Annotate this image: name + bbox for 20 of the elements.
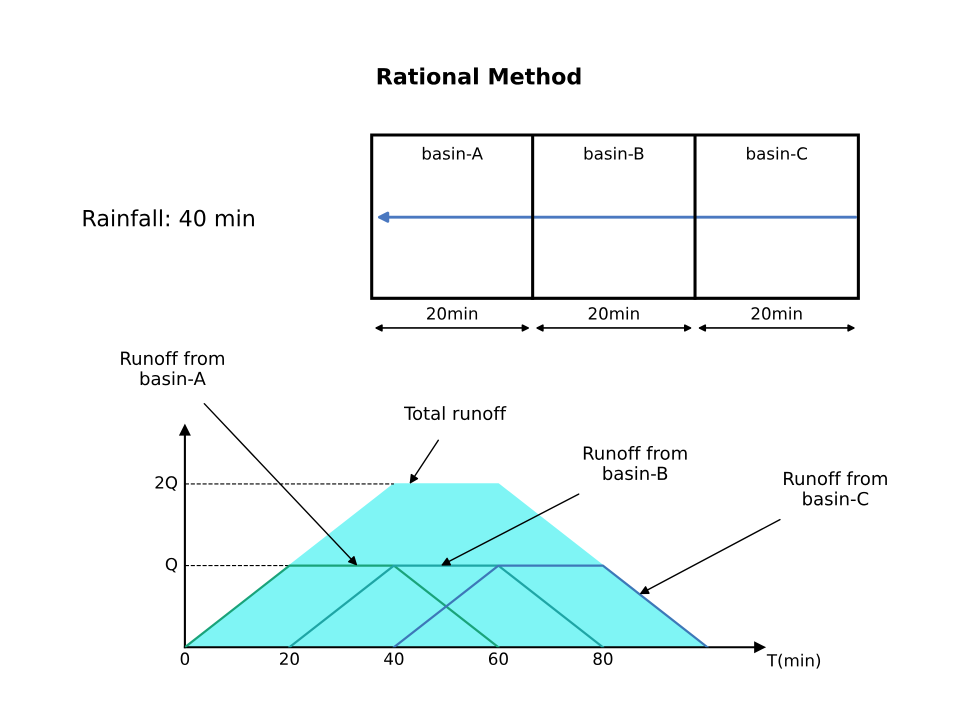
ref-line-label: Q — [166, 558, 178, 572]
annotation: Runoff from basin-C — [784, 471, 887, 506]
x-tick-label: 0 — [180, 652, 190, 666]
text: basin-C — [747, 146, 807, 160]
x-tick-label: 60 — [488, 652, 508, 666]
annotation: Total runoff — [404, 406, 506, 420]
text: 20min — [427, 306, 478, 320]
text: Rainfall: 40 min — [84, 209, 254, 227]
text: basin-A — [422, 146, 483, 160]
x-tick-label: 20 — [280, 652, 299, 666]
x-tick-label: 80 — [593, 652, 612, 666]
annotation: Runoff from basin-A — [121, 351, 224, 386]
text: 20min — [752, 306, 802, 320]
text: 20min — [588, 306, 639, 320]
text: basin-B — [584, 146, 644, 160]
x-tick-label: 40 — [384, 652, 404, 666]
annotation: Runoff from basin-B — [584, 446, 687, 480]
x-axis-title: T(min) — [766, 654, 820, 669]
chart-title: Rational Method — [378, 67, 580, 85]
ref-line-label: 2Q — [155, 476, 178, 491]
